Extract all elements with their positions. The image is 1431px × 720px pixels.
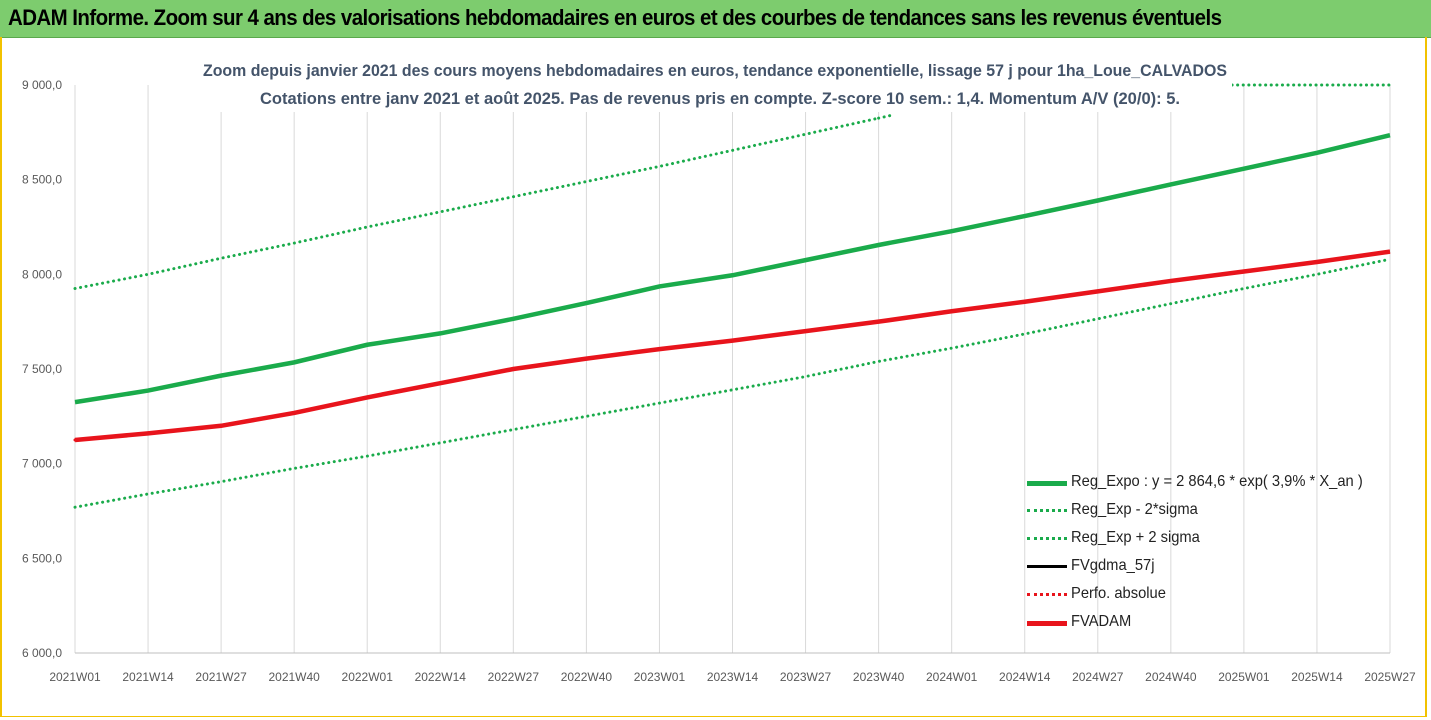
legend-item: Reg_Exp + 2 sigma [1027, 524, 1397, 552]
legend-swatch [1027, 537, 1067, 540]
x-tick-label: 2025W01 [1218, 670, 1270, 684]
series-line-2 [73, 116, 881, 291]
legend-swatch [1027, 481, 1067, 486]
legend-label: Reg_Exp + 2 sigma [1071, 529, 1200, 546]
x-tick-label: 2024W40 [1145, 670, 1197, 684]
x-tick-label: 2022W27 [488, 670, 540, 684]
legend-swatch [1027, 593, 1067, 596]
report-banner: ADAM Informe. Zoom sur 4 ans des valoris… [0, 0, 1431, 38]
series-line-5 [74, 249, 1391, 443]
legend-label: FVgdma_57j [1071, 557, 1155, 574]
legend-label: Reg_Exp - 2*sigma [1071, 501, 1198, 518]
chart-subtitle: Cotations entre janv 2021 et août 2025. … [260, 89, 1180, 108]
legend-item: FVADAM [1027, 608, 1397, 636]
y-tick-label: 8 500,0 [22, 173, 62, 187]
chart-frame [0, 37, 1427, 717]
legend-item: Reg_Expo : y = 2 864,6 * exp( 3,9% * X_a… [1027, 468, 1397, 496]
x-tick-label: 2021W14 [122, 670, 174, 684]
y-tick-label: 7 500,0 [22, 362, 62, 376]
y-tick-label: 8 000,0 [22, 267, 62, 281]
x-tick-label: 2023W40 [853, 670, 905, 684]
chart-legend: Reg_Expo : y = 2 864,6 * exp( 3,9% * X_a… [1027, 468, 1397, 636]
legend-swatch [1027, 509, 1067, 512]
x-tick-label: 2023W14 [707, 670, 759, 684]
legend-item: FVgdma_57j [1027, 552, 1397, 580]
x-tick-label: 2025W27 [1364, 670, 1416, 684]
legend-swatch [1027, 565, 1067, 568]
legend-label: Perfo. absolue [1071, 585, 1166, 602]
y-tick-label: 6 000,0 [22, 646, 62, 660]
x-tick-label: 2022W40 [561, 670, 613, 684]
legend-item: Perfo. absolue [1027, 580, 1397, 608]
chart-title-bg [198, 56, 1232, 112]
legend-label: FVADAM [1071, 613, 1132, 630]
x-tick-label: 2024W27 [1072, 670, 1124, 684]
x-tick-label: 2023W01 [634, 670, 686, 684]
report-title: ADAM Informe. Zoom sur 4 ans des valoris… [8, 5, 1222, 30]
x-tick-label: 2024W01 [926, 670, 978, 684]
series-line-cap [877, 113, 895, 120]
x-tick-label: 2023W27 [780, 670, 832, 684]
x-tick-label: 2021W40 [268, 670, 320, 684]
x-tick-label: 2021W27 [195, 670, 247, 684]
y-tick-label: 7 000,0 [22, 457, 62, 471]
series-line-0 [74, 132, 1391, 405]
legend-swatch [1027, 621, 1067, 626]
y-tick-label: 6 500,0 [22, 551, 62, 565]
x-tick-label: 2024W14 [999, 670, 1051, 684]
series-line-1 [73, 257, 1392, 509]
x-tick-label: 2025W14 [1291, 670, 1343, 684]
x-tick-label: 2021W01 [49, 670, 101, 684]
chart-title: Zoom depuis janvier 2021 des cours moyen… [203, 61, 1227, 80]
x-tick-label: 2022W01 [342, 670, 394, 684]
x-tick-label: 2022W14 [415, 670, 467, 684]
y-tick-label: 9 000,0 [22, 78, 62, 92]
legend-item: Reg_Exp - 2*sigma [1027, 496, 1397, 524]
legend-label: Reg_Expo : y = 2 864,6 * exp( 3,9% * X_a… [1071, 473, 1363, 490]
